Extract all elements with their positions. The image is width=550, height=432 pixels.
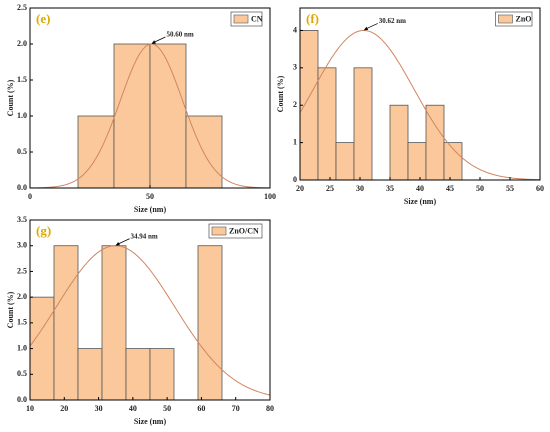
annotation-arrowhead [363, 26, 369, 31]
bar [425, 104, 445, 181]
legend-swatch [233, 14, 249, 24]
y-tick-label: 0 [293, 175, 297, 184]
x-axis-label: Size (nm) [134, 417, 167, 426]
y-tick-label: 0.0 [17, 183, 27, 192]
y-tick-label: 1.5 [17, 75, 27, 84]
y-tick-label: 2.5 [17, 3, 27, 12]
panel-label: (f) [306, 11, 319, 26]
x-tick-label: 10 [26, 404, 34, 413]
x-tick-label: 70 [232, 404, 240, 413]
y-tick-label: 3.0 [17, 241, 27, 250]
bar [353, 67, 373, 181]
x-tick-label: 50 [476, 184, 484, 193]
fit-curve [30, 245, 270, 396]
legend-label: CN [251, 14, 263, 23]
bar [197, 245, 223, 401]
bar [407, 142, 427, 181]
plot-frame [29, 219, 271, 401]
y-tick-label: 0.0 [17, 395, 27, 404]
bar [29, 296, 55, 401]
panel: 0.0 0.5 1.0 1.5 2.0 2.5 3.0 3.5 10 20 30 40 50 60 70 80… [6, 215, 274, 426]
panel-label: (e) [36, 11, 50, 26]
legend-swatch [211, 226, 227, 236]
y-tick-label: 1.0 [17, 343, 27, 352]
x-tick-label: 30 [356, 184, 364, 193]
bar [317, 67, 337, 181]
y-tick-label: 3 [293, 63, 297, 72]
y-tick-label: 1.0 [17, 111, 27, 120]
x-tick-label: 0 [28, 192, 32, 201]
bar [77, 348, 103, 401]
y-axis-label: Count (%) [276, 75, 285, 112]
bar [53, 245, 79, 401]
fit-curve [30, 43, 270, 188]
bar [389, 104, 409, 181]
bar [149, 43, 187, 189]
y-axis-label: Count (%) [6, 291, 15, 328]
x-tick-label: 60 [536, 184, 544, 193]
annotation: 34.94 nm [131, 232, 158, 240]
bar [113, 43, 151, 189]
annotation: 50.60 nm [166, 31, 193, 39]
annotation: 30.62 nm [379, 17, 406, 25]
bar [149, 348, 175, 401]
x-tick-label: 35 [386, 184, 394, 193]
y-tick-label: 1 [293, 137, 297, 146]
fit-curve [300, 29, 540, 180]
x-tick-label: 55 [506, 184, 514, 193]
x-axis-label: Size (nm) [404, 197, 437, 206]
y-tick-label: 2.0 [17, 292, 27, 301]
bar [125, 348, 151, 401]
x-tick-label: 60 [197, 404, 205, 413]
x-tick-label: 25 [326, 184, 334, 193]
x-tick-label: 40 [129, 404, 137, 413]
y-tick-label: 1.5 [17, 318, 27, 327]
legend-label: ZnO/CN [229, 226, 259, 235]
annotation-arrowhead [151, 40, 156, 44]
x-tick-label: 50 [146, 192, 154, 201]
x-tick-label: 80 [266, 404, 274, 413]
bar [335, 142, 355, 181]
y-tick-label: 0.5 [17, 369, 27, 378]
y-axis-label: Count (%) [6, 79, 15, 116]
bar [185, 115, 223, 189]
panel-label: (g) [36, 223, 51, 238]
y-tick-label: 2 [293, 100, 297, 109]
x-axis-label: Size (nm) [134, 205, 167, 214]
x-tick-label: 20 [60, 404, 68, 413]
panel: 0.0 0.5 1.0 1.5 2.0 2.5 0 50 100 Size (nm) Count (… [6, 3, 276, 214]
panel: 0 1 2 3 4 20 25 30 35 40 45 50 55 60 Size (nm) Count (%… [276, 7, 544, 206]
y-tick-label: 2.5 [17, 266, 27, 275]
bar [101, 245, 127, 401]
y-tick-label: 3.5 [17, 215, 27, 224]
x-tick-label: 30 [95, 404, 103, 413]
legend-swatch [498, 14, 513, 24]
bar [77, 115, 115, 189]
y-tick-label: 2.0 [17, 39, 27, 48]
legend-label: ZnO [516, 14, 532, 23]
y-tick-label: 4 [293, 25, 297, 34]
x-tick-label: 20 [296, 184, 304, 193]
x-tick-label: 45 [446, 184, 454, 193]
x-tick-label: 50 [163, 404, 171, 413]
x-tick-label: 100 [264, 192, 276, 201]
x-tick-label: 40 [416, 184, 424, 193]
annotation-arrowhead [115, 242, 121, 246]
y-tick-label: 0.5 [17, 147, 27, 156]
